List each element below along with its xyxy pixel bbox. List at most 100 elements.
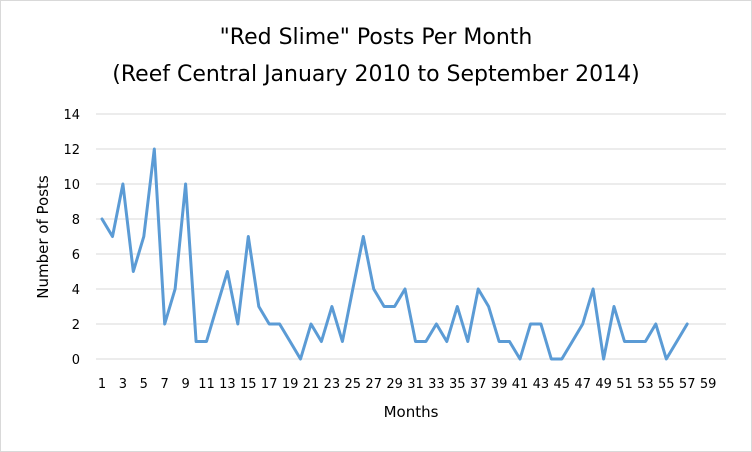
chart-title: "Red Slime" Posts Per Month [220, 25, 533, 50]
chart-subtitle: (Reef Central January 2010 to September … [112, 62, 639, 87]
data-point [456, 305, 459, 308]
y-tick-label: 8 [72, 213, 80, 228]
data-point [163, 323, 166, 326]
data-point [424, 340, 427, 343]
x-tick-label: 55 [658, 377, 675, 392]
data-point [508, 340, 511, 343]
data-point [278, 323, 281, 326]
y-axis-ticks: 0 2 4 6 8 10 12 14 [63, 108, 80, 368]
data-point [341, 340, 344, 343]
x-tick-label: 19 [282, 377, 299, 392]
data-point [289, 340, 292, 343]
y-tick-label: 12 [63, 143, 80, 158]
data-point [686, 323, 689, 326]
data-point [487, 305, 490, 308]
data-point [644, 340, 647, 343]
data-point [372, 288, 375, 291]
data-point [466, 340, 469, 343]
y-axis-title: Number of Posts [34, 175, 52, 299]
y-tick-label: 6 [72, 248, 80, 263]
data-point [477, 288, 480, 291]
x-tick-label: 13 [219, 377, 236, 392]
x-tick-label: 59 [700, 377, 717, 392]
data-point [299, 358, 302, 361]
data-point [414, 340, 417, 343]
data-point [383, 305, 386, 308]
data-point [184, 183, 187, 186]
data-point [195, 340, 198, 343]
data-point [613, 305, 616, 308]
x-axis-ticks: 1 3 5 7 9 11 13 15 17 19 21 23 25 27 29 31 33 35 37 39 41 43 4… [98, 377, 717, 392]
data-point [268, 323, 271, 326]
x-tick-label: 47 [574, 377, 591, 392]
data-point [581, 323, 584, 326]
x-tick-label: 53 [637, 377, 654, 392]
data-point [101, 218, 104, 221]
x-tick-label: 27 [365, 377, 382, 392]
data-point [205, 340, 208, 343]
series-layer [100, 147, 689, 361]
data-point [404, 288, 407, 291]
data-point [215, 305, 218, 308]
data-point [351, 288, 354, 291]
y-tick-label: 4 [72, 283, 80, 298]
data-point [571, 340, 574, 343]
y-tick-label: 0 [72, 353, 80, 368]
data-point [539, 323, 542, 326]
data-point [132, 270, 135, 273]
x-tick-label: 5 [140, 377, 148, 392]
data-point [519, 358, 522, 361]
series-line [100, 147, 689, 361]
x-tick-label: 35 [449, 377, 466, 392]
data-point [602, 358, 605, 361]
gridlines [96, 113, 726, 360]
data-point [153, 148, 156, 151]
data-point [257, 305, 260, 308]
data-point [393, 305, 396, 308]
data-point [320, 340, 323, 343]
data-point [362, 235, 365, 238]
data-point [623, 340, 626, 343]
x-axis-title: Months [384, 403, 439, 421]
y-tick-label: 10 [63, 178, 80, 193]
data-point [310, 323, 313, 326]
x-tick-label: 49 [595, 377, 612, 392]
data-point [226, 270, 229, 273]
data-point [665, 358, 668, 361]
data-point [529, 323, 532, 326]
x-tick-label: 57 [679, 377, 696, 392]
data-point [592, 288, 595, 291]
x-tick-label: 51 [616, 377, 633, 392]
data-point [498, 340, 501, 343]
x-tick-label: 37 [470, 377, 487, 392]
data-point [445, 340, 448, 343]
x-tick-label: 41 [512, 377, 529, 392]
x-tick-label: 23 [324, 377, 341, 392]
x-tick-label: 7 [161, 377, 169, 392]
data-point [633, 340, 636, 343]
x-tick-label: 25 [345, 377, 362, 392]
y-tick-label: 2 [72, 318, 80, 333]
x-tick-label: 17 [261, 377, 278, 392]
data-point [654, 323, 657, 326]
x-tick-label: 45 [554, 377, 571, 392]
x-tick-label: 39 [491, 377, 508, 392]
x-tick-label: 1 [98, 377, 106, 392]
data-point [435, 323, 438, 326]
data-point [142, 235, 145, 238]
data-point [121, 183, 124, 186]
data-point [560, 358, 563, 361]
x-tick-label: 29 [386, 377, 403, 392]
x-tick-label: 3 [119, 377, 127, 392]
data-point [675, 340, 678, 343]
x-tick-label: 11 [198, 377, 215, 392]
x-tick-label: 43 [533, 377, 550, 392]
x-tick-label: 31 [407, 377, 424, 392]
data-point [174, 288, 177, 291]
x-tick-label: 21 [303, 377, 320, 392]
x-tick-label: 9 [181, 377, 189, 392]
data-point [236, 323, 239, 326]
data-point [111, 235, 114, 238]
